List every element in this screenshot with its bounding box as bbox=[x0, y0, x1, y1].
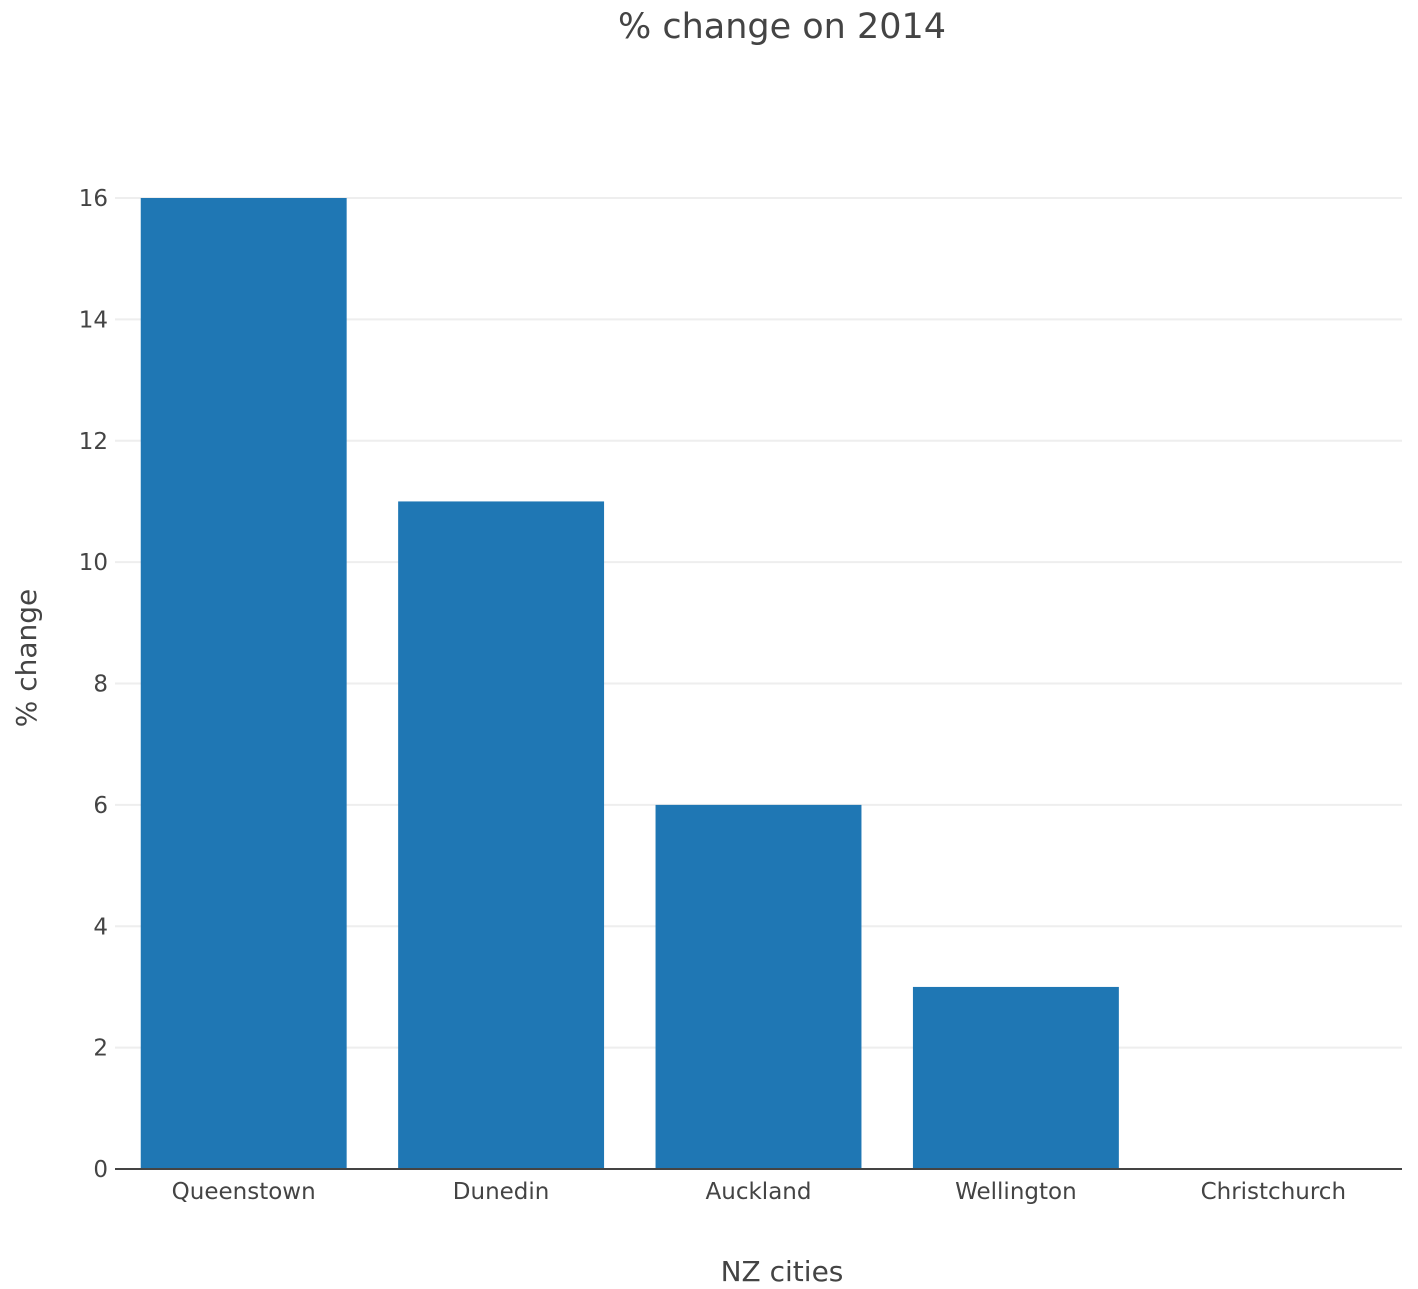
y-tick-label: 4 bbox=[93, 914, 108, 940]
x-tick-label: Queenstown bbox=[172, 1179, 316, 1205]
y-axis-title: % change bbox=[10, 589, 43, 728]
y-tick-label: 14 bbox=[79, 307, 108, 333]
x-tick-label: Dunedin bbox=[453, 1179, 550, 1205]
y-axis-ticks: 0 2 4 6 8 10 12 14 16 bbox=[79, 186, 108, 1183]
y-tick-label: 10 bbox=[79, 550, 108, 576]
bar-dunedin bbox=[398, 501, 605, 1169]
y-tick-label: 2 bbox=[93, 1036, 108, 1062]
y-tick-label: 16 bbox=[79, 186, 108, 212]
x-tick-label: Wellington bbox=[955, 1179, 1077, 1205]
chart-title: % change on 2014 bbox=[618, 7, 946, 47]
bar-auckland bbox=[655, 804, 862, 1169]
y-tick-label: 8 bbox=[93, 672, 108, 698]
y-tick-label: 0 bbox=[93, 1157, 108, 1183]
bars bbox=[140, 198, 1119, 1169]
x-tick-label: Christchurch bbox=[1201, 1179, 1346, 1205]
x-tick-label: Auckland bbox=[706, 1179, 812, 1205]
y-tick-label: 12 bbox=[79, 429, 108, 455]
y-tick-label: 6 bbox=[93, 793, 108, 819]
bar-wellington bbox=[912, 986, 1119, 1169]
x-axis-ticks: Queenstown Dunedin Auckland Wellington Chris… bbox=[172, 1179, 1346, 1205]
x-axis-title: NZ cities bbox=[721, 1255, 844, 1288]
bar-queenstown bbox=[140, 198, 347, 1169]
